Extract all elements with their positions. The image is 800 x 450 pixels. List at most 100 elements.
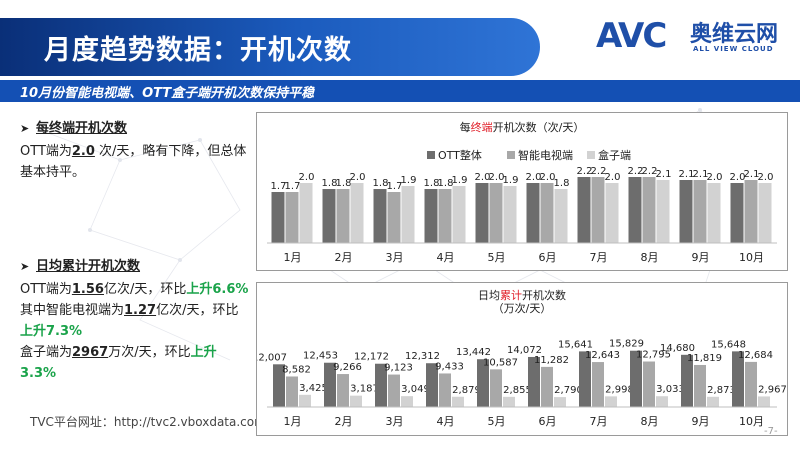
data-label: 2.0 (707, 172, 723, 183)
data-label: 2.1 (693, 169, 709, 180)
bar (337, 374, 349, 407)
data-label: 2,790 (554, 385, 583, 396)
data-label: 2,873 (707, 385, 736, 396)
bar (477, 359, 489, 407)
x-tick-label: 1月 (284, 251, 302, 264)
bar (554, 397, 566, 407)
chart-per-terminal: 每终端开机次数（次/天） OTT整体 智能电视端 盒子端 1.7 1.7 2.0 1月 1.8 1… (256, 112, 788, 271)
x-tick-label: 9月 (692, 415, 710, 428)
data-label: 12,795 (636, 350, 671, 361)
chart-title-line2: （万次/天） (493, 301, 552, 315)
data-label: 2,855 (503, 385, 532, 396)
x-tick-label: 3月 (386, 415, 404, 428)
data-label: 2.1 (679, 169, 695, 180)
data-label: 11,819 (687, 353, 722, 364)
data-label: 12,684 (738, 350, 773, 361)
data-label: 2.2 (577, 166, 593, 177)
bar (540, 183, 554, 243)
data-label: 1.8 (554, 178, 570, 189)
data-label: 2,879 (452, 385, 481, 396)
bar (490, 369, 502, 407)
data-label: 14,072 (507, 345, 542, 356)
bar (732, 351, 744, 407)
bar (554, 189, 568, 243)
page-number: -7- (764, 426, 778, 437)
data-label: 9,123 (384, 363, 413, 374)
x-tick-label: 6月 (539, 415, 557, 428)
page-subtitle: 10月份智能电视端、OTT盒子端开机次数保持平稳 (20, 86, 315, 101)
bar (758, 183, 772, 243)
chart-per-terminal-svg: 每终端开机次数（次/天）OTT整体 智能电视端 盒子端1.71.72.01月1.81… (267, 120, 777, 264)
data-label: 15,829 (609, 339, 644, 350)
bar (336, 189, 350, 243)
bar (452, 186, 466, 243)
x-tick-label: 8月 (641, 415, 659, 428)
bar (643, 361, 655, 407)
bar (299, 394, 311, 407)
data-label: 3,425 (299, 383, 328, 394)
chart-daily-cumulative: 日均累计开机次数（万次/天）12,0078,5823,4251月12,4539,… (256, 282, 788, 436)
x-tick-label: 1月 (284, 415, 302, 428)
section-text-per-terminal: OTT端为2.0 次/天，略有下降，但总体基本持平。 (20, 144, 247, 180)
bar (350, 183, 364, 243)
data-label: 9,266 (333, 362, 362, 373)
platform-url: TVC平台网址：http://tvc2.vboxdata.com (30, 415, 266, 429)
bar (591, 177, 605, 243)
legend-swatch (507, 151, 515, 159)
data-label: 2.2 (591, 166, 607, 177)
bar (426, 363, 438, 407)
chart-title-part: 开机次数（次/天） (493, 120, 585, 134)
bar (286, 376, 298, 407)
bar (628, 177, 642, 243)
section-daily-cumulative: ➤ 日均累计开机次数 OTT端为1.56亿次/天，环比上升6.6% 其中智能电视端… (20, 256, 250, 384)
avc-logo: AVC 奥维云网 ALL VIEW CLOUD (596, 16, 796, 56)
bar (605, 396, 617, 407)
page-title: 月度趋势数据：开机次数 (44, 35, 352, 66)
data-label: 2.1 (656, 169, 672, 180)
data-label: 12,312 (405, 351, 440, 362)
bar (273, 364, 285, 407)
section-heading-per-terminal: ➤ 每终端开机次数 (20, 118, 250, 139)
legend-swatch (427, 151, 435, 159)
x-tick-label: 4月 (437, 415, 455, 428)
data-label: 1.7 (271, 181, 287, 192)
data-label: 3,033 (656, 384, 685, 395)
data-label: 2.2 (642, 166, 658, 177)
data-label: 1.8 (424, 178, 440, 189)
bar (579, 351, 591, 407)
data-label: 2.0 (605, 172, 621, 183)
data-label: 1.8 (336, 178, 352, 189)
bar (577, 177, 591, 243)
chart-title-part: 每 (460, 120, 471, 134)
bar (707, 396, 719, 407)
bar (271, 192, 285, 243)
data-label: 2.0 (350, 172, 366, 183)
data-label: 8,582 (282, 364, 311, 375)
chart-title-part: 开机次数 (522, 288, 566, 302)
bar (285, 192, 299, 243)
stat-line-ott: OTT端为1.56亿次/天，环比上升6.6% (20, 282, 249, 297)
x-tick-label: 10月 (739, 415, 764, 428)
x-tick-label: 5月 (488, 251, 506, 264)
data-label: 10,587 (483, 357, 518, 368)
data-label: 1.9 (401, 175, 417, 186)
x-tick-label: 6月 (539, 251, 557, 264)
arrow-icon: ➤ (20, 122, 30, 135)
data-label: 1.8 (322, 178, 338, 189)
data-label: 15,641 (558, 339, 593, 350)
bar (656, 180, 670, 243)
bar (324, 362, 336, 407)
x-tick-label: 7月 (590, 415, 608, 428)
bar (605, 183, 619, 243)
data-label: 1.7 (285, 181, 301, 192)
bar (679, 180, 693, 243)
data-label: 1.8 (438, 178, 454, 189)
data-label: 2.0 (730, 172, 746, 183)
data-label: 2.0 (489, 172, 505, 183)
bar (475, 183, 489, 243)
data-label: 1.9 (452, 175, 468, 186)
data-label: 2.2 (628, 166, 644, 177)
data-label: 1.8 (373, 178, 389, 189)
data-label: 13,442 (456, 347, 491, 358)
chart-title: 每终端开机次数（次/天） (460, 120, 585, 134)
